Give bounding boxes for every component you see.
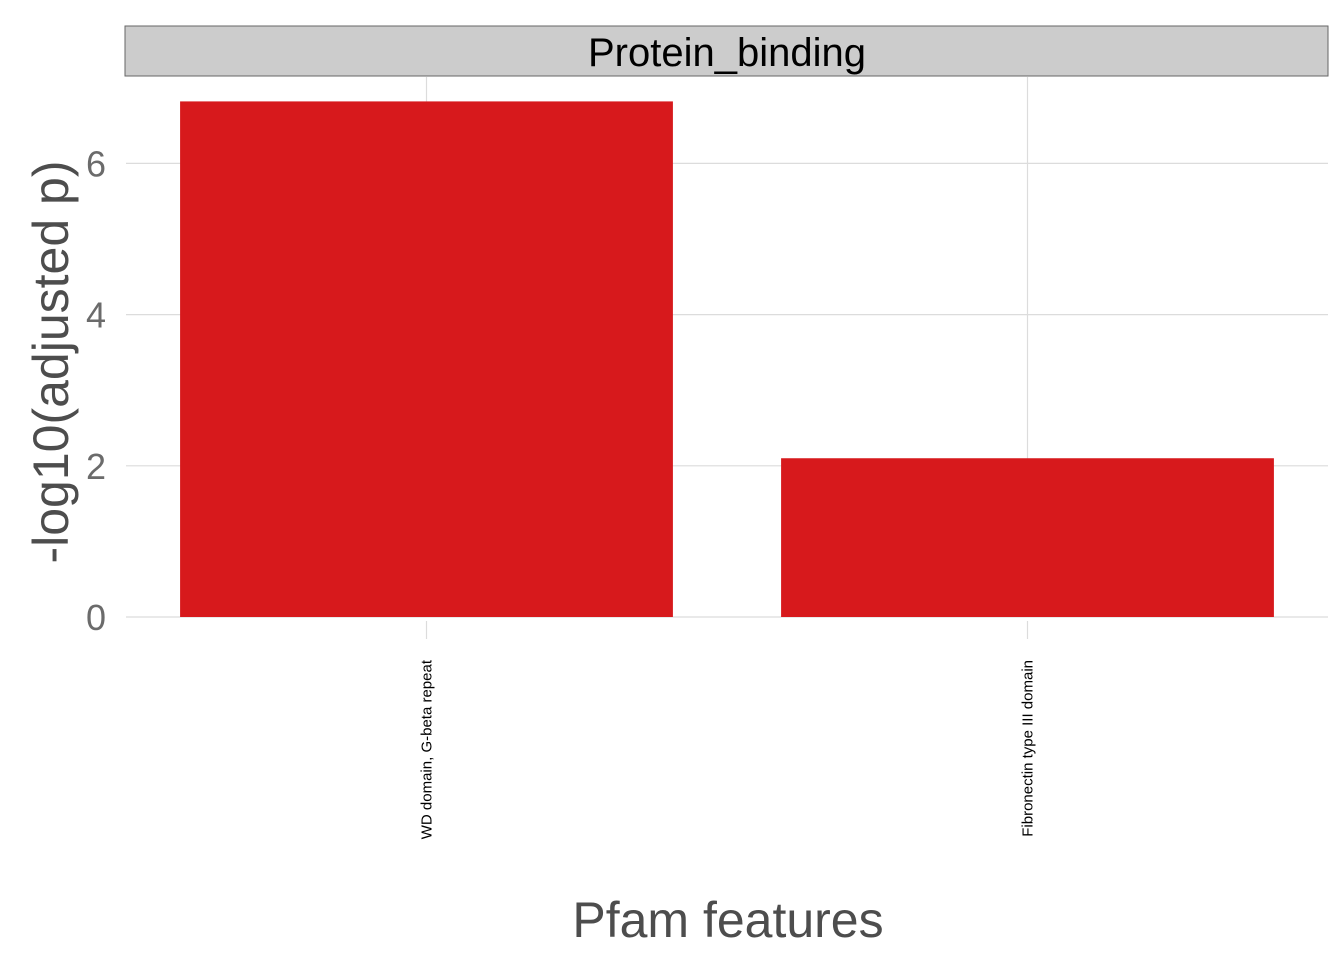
x-tick-label: WD domain, G-beta repeat bbox=[419, 659, 436, 839]
facet-strip-label: Protein_binding bbox=[588, 31, 866, 75]
facet-strip: Protein_binding bbox=[124, 25, 1329, 77]
x-axis-title: Pfam features bbox=[572, 892, 883, 948]
y-tick-label: 6 bbox=[86, 143, 106, 184]
y-tick-label: 4 bbox=[86, 295, 106, 336]
axis-layer: 0 2 4 6 WD domain, G-beta repeat Fibronectin … bbox=[86, 143, 1037, 839]
y-tick-label: 0 bbox=[86, 597, 106, 638]
y-axis-title: -log10(adjusted p) bbox=[23, 160, 79, 563]
y-tick-label: 2 bbox=[86, 446, 106, 487]
bar bbox=[781, 458, 1274, 617]
bars-layer bbox=[180, 101, 1274, 617]
facet-strip-background bbox=[124, 25, 1329, 77]
x-tick-label: Fibronectin type III domain bbox=[1020, 660, 1037, 837]
bar bbox=[180, 101, 673, 617]
